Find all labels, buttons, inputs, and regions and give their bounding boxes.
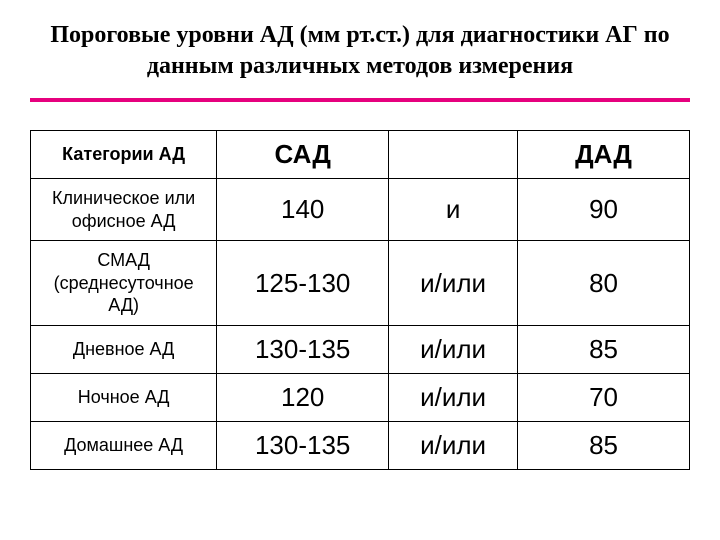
cell-dad: 80 — [518, 241, 690, 326]
table-row: Клиническое или офисное АД 140 и 90 — [31, 179, 690, 241]
cell-dad: 85 — [518, 325, 690, 373]
table-header-row: Категории АД САД ДАД — [31, 131, 690, 179]
table-row: СМАД (среднесуточное АД) 125-130 и/или 8… — [31, 241, 690, 326]
cell-connector: и — [389, 179, 518, 241]
cell-sad: 130-135 — [217, 325, 389, 373]
cell-connector: и/или — [389, 421, 518, 469]
cell-connector: и/или — [389, 325, 518, 373]
cell-category: СМАД (среднесуточное АД) — [31, 241, 217, 326]
title-divider — [30, 98, 690, 102]
cell-sad: 125-130 — [217, 241, 389, 326]
cell-sad: 130-135 — [217, 421, 389, 469]
cell-category: Клиническое или офисное АД — [31, 179, 217, 241]
cell-category: Домашнее АД — [31, 421, 217, 469]
cell-sad: 120 — [217, 373, 389, 421]
col-header-connector — [389, 131, 518, 179]
col-header-dad: ДАД — [518, 131, 690, 179]
cell-connector: и/или — [389, 241, 518, 326]
cell-category: Ночное АД — [31, 373, 217, 421]
page-title: Пороговые уровни АД (мм рт.ст.) для диаг… — [30, 20, 690, 82]
col-header-sad: САД — [217, 131, 389, 179]
cell-dad: 85 — [518, 421, 690, 469]
col-header-category: Категории АД — [31, 131, 217, 179]
bp-thresholds-table: Категории АД САД ДАД Клиническое или офи… — [30, 130, 690, 470]
cell-category: Дневное АД — [31, 325, 217, 373]
table-row: Ночное АД 120 и/или 70 — [31, 373, 690, 421]
cell-dad: 90 — [518, 179, 690, 241]
table-row: Домашнее АД 130-135 и/или 85 — [31, 421, 690, 469]
table-row: Дневное АД 130-135 и/или 85 — [31, 325, 690, 373]
cell-sad: 140 — [217, 179, 389, 241]
cell-dad: 70 — [518, 373, 690, 421]
cell-connector: и/или — [389, 373, 518, 421]
